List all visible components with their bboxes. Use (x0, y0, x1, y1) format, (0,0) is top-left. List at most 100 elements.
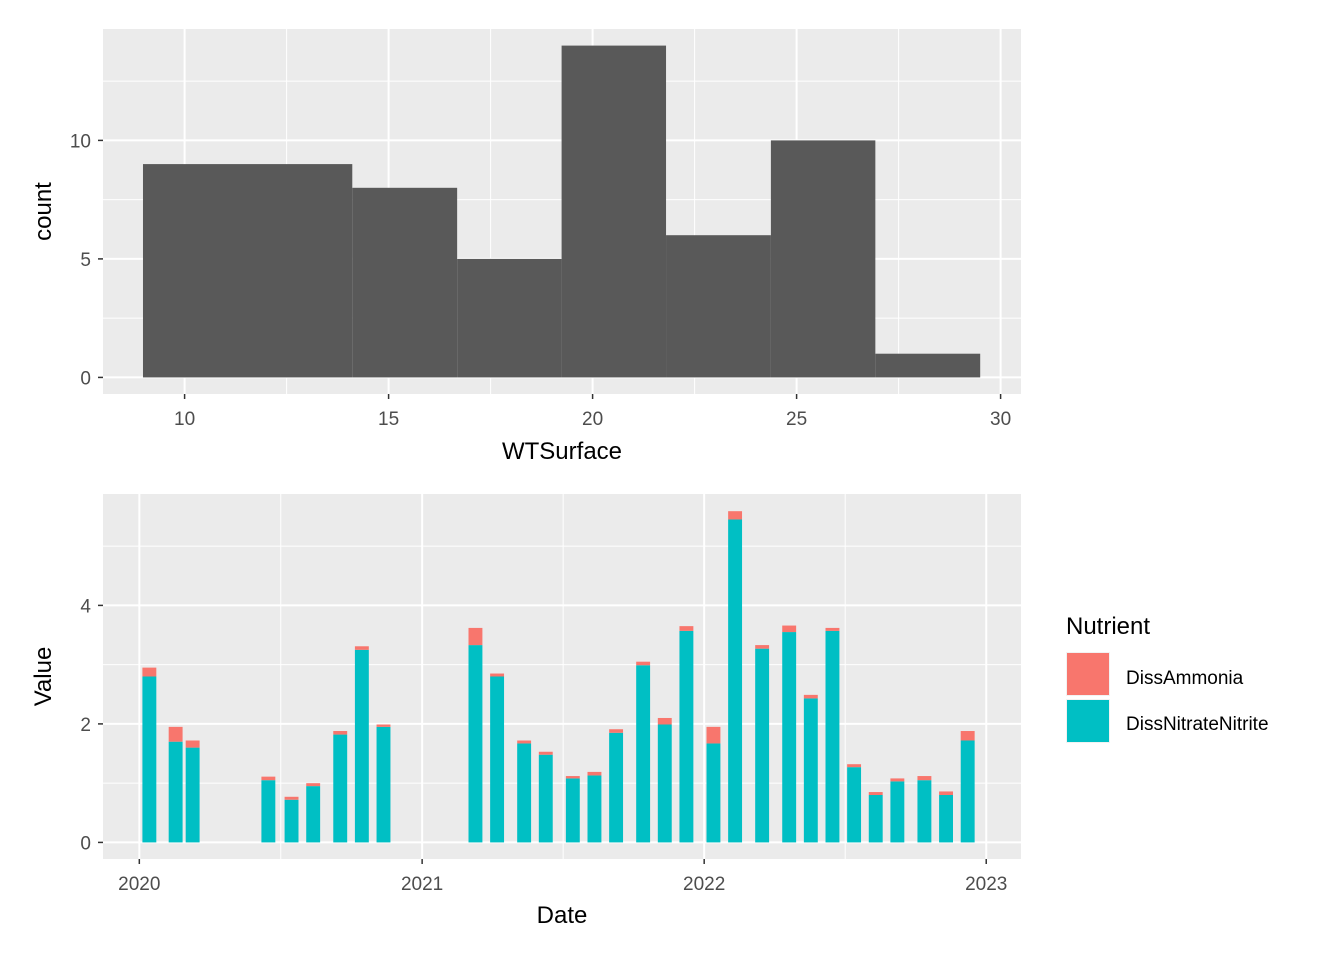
nutrient-x-axis-title: Date (537, 902, 588, 929)
bar-dissammonia (333, 731, 348, 735)
histogram-x-tick-label: 15 (378, 409, 399, 430)
bar-dissammonia (538, 751, 553, 755)
bar-dissammonia (142, 667, 157, 677)
histogram-x-tick-label: 25 (786, 409, 807, 430)
bar-dissnitratenitrite (706, 743, 721, 843)
bar-dissnitratenitrite (960, 740, 975, 843)
nutrient-bars (142, 511, 975, 843)
bar-dissammonia (565, 776, 580, 779)
bar-dissnitratenitrite (587, 775, 602, 843)
legend-swatch-dissnitratenitrite (1067, 700, 1109, 742)
bar-dissammonia (679, 626, 694, 631)
bar-dissnitratenitrite (185, 747, 200, 843)
bar-dissnitratenitrite (728, 519, 743, 843)
nutrient-y-tick-label: 4 (80, 596, 91, 617)
bar-dissammonia (587, 771, 602, 776)
bar-dissnitratenitrite (538, 754, 553, 843)
histogram-bar (457, 258, 562, 378)
bar-dissammonia (939, 791, 953, 796)
bar-dissnitratenitrite (354, 649, 369, 843)
bar-dissnitratenitrite (755, 648, 770, 843)
bar-dissammonia (803, 694, 818, 699)
bar-dissnitratenitrite (803, 698, 818, 843)
legend-swatch-dissammonia (1067, 653, 1109, 695)
bar-dissammonia (376, 724, 391, 727)
bar-dissnitratenitrite (490, 676, 505, 843)
histogram-y-tick-label: 0 (80, 368, 91, 389)
histogram-bar (875, 353, 981, 378)
histogram-panel: 10 15 20 25 30 0 5 10 WTSurface count (30, 29, 1021, 465)
bar-dissammonia (490, 673, 505, 677)
bar-dissnitratenitrite (376, 726, 391, 843)
bar-dissammonia (728, 511, 743, 520)
histogram-bars (142, 45, 981, 378)
nutrient-panel: 2020 2021 2022 2023 0 2 4 Date Value (30, 494, 1021, 929)
legend-label-dissnitratenitrite: DissNitrateNitrite (1126, 714, 1269, 735)
histogram-bar (352, 187, 458, 378)
bar-dissammonia (468, 627, 483, 646)
nutrient-axes: 2020 2021 2022 2023 0 2 4 (80, 596, 1007, 895)
bar-dissnitratenitrite (261, 780, 276, 843)
bar-dissammonia (847, 764, 862, 768)
bar-dissnitratenitrite (939, 795, 953, 843)
bar-dissammonia (609, 729, 624, 733)
bar-dissnitratenitrite (468, 645, 483, 843)
bar-dissammonia (168, 726, 183, 742)
bar-dissammonia (782, 625, 797, 633)
bar-dissnitratenitrite (609, 732, 624, 843)
histogram-x-tick-label: 30 (990, 409, 1011, 430)
nutrient-x-tick-label: 2021 (401, 874, 443, 895)
bar-dissammonia (306, 783, 321, 787)
histogram-y-axis-title: count (30, 182, 57, 241)
histogram-bar (142, 164, 353, 378)
legend-title: Nutrient (1066, 613, 1150, 640)
histogram-y-tick-label: 5 (80, 250, 91, 271)
bar-dissnitratenitrite (890, 781, 905, 843)
bar-dissammonia (261, 776, 276, 781)
bar-dissammonia (284, 796, 299, 800)
nutrient-x-tick-label: 2022 (683, 874, 725, 895)
bar-dissammonia (825, 627, 840, 631)
bar-dissnitratenitrite (517, 743, 532, 843)
nutrient-x-tick-label: 2020 (118, 874, 160, 895)
histogram-bar (770, 140, 876, 378)
nutrient-plot-background (103, 494, 1021, 859)
nutrient-y-tick-label: 0 (80, 833, 91, 854)
bar-dissnitratenitrite (782, 632, 797, 843)
bar-dissnitratenitrite (868, 795, 883, 843)
bar-dissammonia (354, 646, 369, 650)
nutrient-y-tick-label: 2 (80, 715, 91, 736)
bar-dissnitratenitrite (284, 799, 299, 843)
nutrient-gridlines (103, 494, 1021, 859)
bar-dissnitratenitrite (636, 665, 651, 843)
histogram-y-tick-label: 10 (70, 131, 91, 152)
legend-label-dissammonia: DissAmmonia (1126, 668, 1244, 689)
bar-dissnitratenitrite (825, 630, 840, 843)
bar-dissammonia (890, 778, 905, 782)
bar-dissnitratenitrite (168, 741, 183, 843)
histogram-axes: 10 15 20 25 30 0 5 10 (70, 131, 1011, 430)
bar-dissammonia (755, 645, 770, 649)
histogram-bar (666, 235, 771, 378)
histogram-x-axis-title: WTSurface (502, 438, 622, 465)
histogram-bar (561, 45, 667, 378)
bar-dissammonia (917, 776, 932, 781)
bar-dissnitratenitrite (657, 724, 672, 843)
bar-dissammonia (706, 726, 721, 744)
bar-dissnitratenitrite (565, 778, 580, 843)
bar-dissnitratenitrite (679, 630, 694, 843)
bar-dissammonia (868, 792, 883, 796)
bar-dissnitratenitrite (333, 734, 348, 843)
histogram-x-tick-label: 20 (582, 409, 603, 430)
bar-dissnitratenitrite (142, 676, 157, 843)
nutrient-x-tick-label: 2023 (965, 874, 1007, 895)
bar-dissnitratenitrite (306, 786, 321, 843)
bar-dissammonia (185, 740, 200, 748)
bar-dissammonia (636, 661, 651, 666)
nutrient-y-axis-title: Value (30, 647, 57, 707)
bar-dissammonia (960, 731, 975, 741)
bar-dissnitratenitrite (847, 767, 862, 843)
legend: Nutrient DissAmmonia DissNitrateNitrite (1066, 613, 1269, 743)
bar-dissammonia (657, 717, 672, 725)
